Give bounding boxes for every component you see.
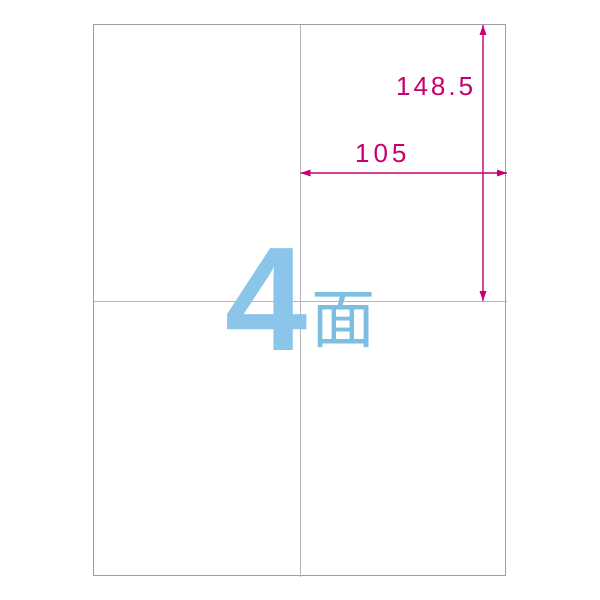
label-sheet [93,24,506,576]
diagram-stage: 4 面 105 148.5 [0,0,600,600]
dimension-height [94,25,507,577]
dimension-height-text: 148.5 [396,73,476,99]
dimension-width-text: 105 [355,140,410,166]
